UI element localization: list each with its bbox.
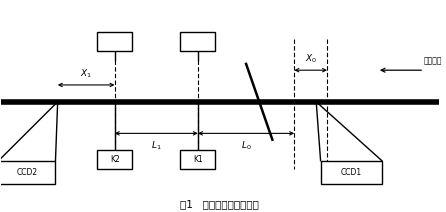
- Text: $L_1$: $L_1$: [151, 140, 161, 152]
- Text: K2: K2: [110, 155, 120, 164]
- Text: K1: K1: [193, 155, 203, 164]
- Bar: [97, 150, 132, 169]
- Text: 移动方向: 移动方向: [424, 56, 442, 65]
- Bar: [97, 32, 132, 51]
- Text: CCD2: CCD2: [17, 168, 37, 177]
- Text: $X_0$: $X_0$: [305, 52, 317, 65]
- Text: CCD1: CCD1: [341, 168, 362, 177]
- Text: $X_1$: $X_1$: [80, 67, 92, 80]
- Text: 图1   锂管长度测量原理图: 图1 锂管长度测量原理图: [180, 199, 259, 209]
- Bar: [180, 150, 215, 169]
- Bar: [180, 32, 215, 51]
- Bar: [0, 161, 55, 184]
- Bar: [321, 161, 382, 184]
- Text: $L_0$: $L_0$: [241, 140, 252, 152]
